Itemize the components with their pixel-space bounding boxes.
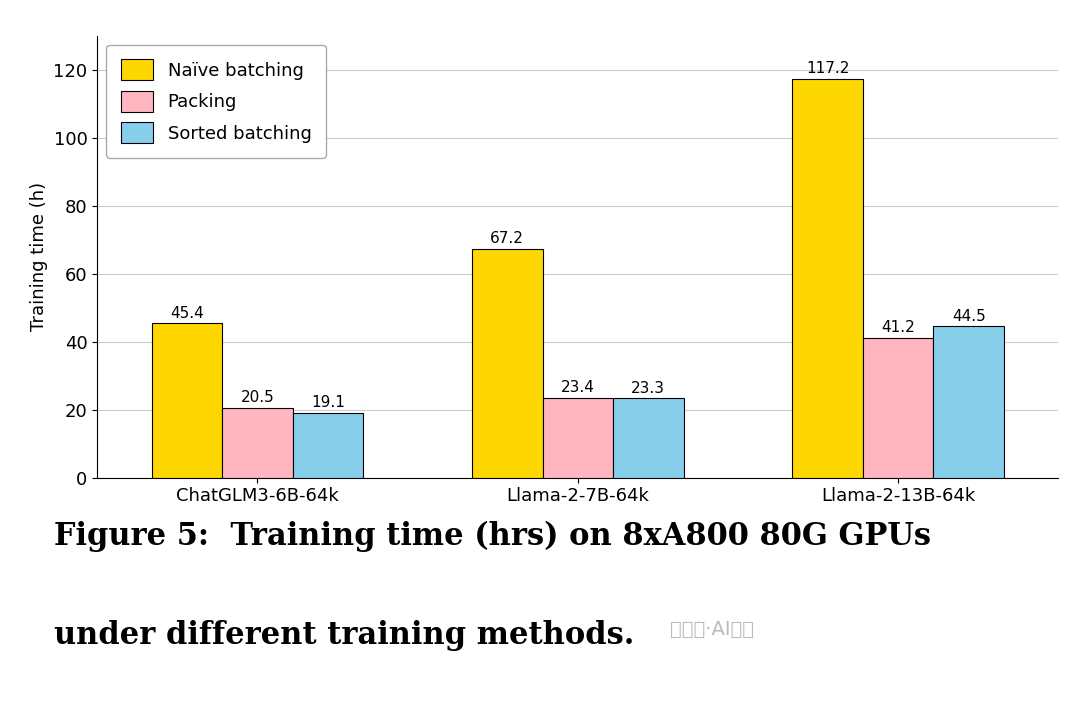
Bar xyxy=(613,399,684,478)
Text: 23.3: 23.3 xyxy=(632,381,665,396)
Text: 67.2: 67.2 xyxy=(490,232,524,247)
Text: Figure 5:  Training time (hrs) on 8xA800 80G GPUs: Figure 5: Training time (hrs) on 8xA800 … xyxy=(54,520,931,552)
Text: 19.1: 19.1 xyxy=(311,395,345,410)
Text: 44.5: 44.5 xyxy=(951,309,986,324)
Legend: Naïve batching, Packing, Sorted batching: Naïve batching, Packing, Sorted batching xyxy=(106,45,326,158)
Bar xyxy=(151,323,222,478)
Text: under different training methods.: under different training methods. xyxy=(54,620,634,651)
Bar xyxy=(293,413,363,478)
Y-axis label: Training time (h): Training time (h) xyxy=(30,182,48,332)
Bar xyxy=(863,338,933,478)
Bar xyxy=(222,408,293,478)
Text: 117.2: 117.2 xyxy=(806,61,849,76)
Bar xyxy=(793,79,863,478)
Text: 41.2: 41.2 xyxy=(881,320,915,335)
Text: 公众号·AI闲谈: 公众号·AI闲谈 xyxy=(670,620,754,640)
Bar xyxy=(542,398,613,478)
Bar xyxy=(472,250,542,478)
Text: 45.4: 45.4 xyxy=(170,306,204,321)
Text: 20.5: 20.5 xyxy=(241,390,274,405)
Text: 23.4: 23.4 xyxy=(561,381,595,396)
Bar xyxy=(933,327,1004,478)
